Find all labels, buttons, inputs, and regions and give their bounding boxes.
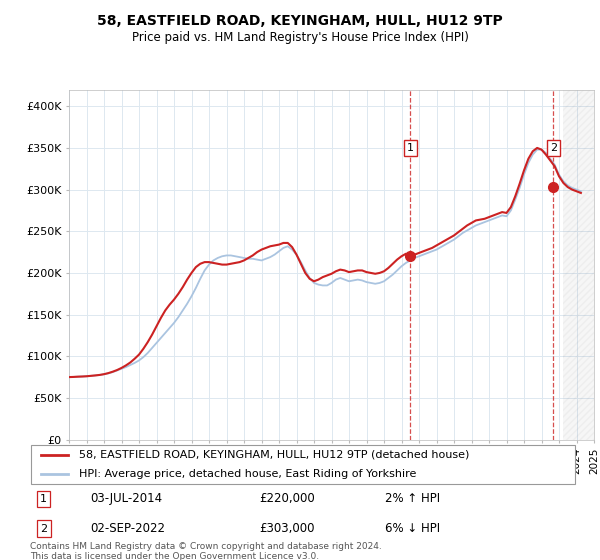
FancyBboxPatch shape [31,445,575,484]
Text: £303,000: £303,000 [259,522,315,535]
Text: 58, EASTFIELD ROAD, KEYINGHAM, HULL, HU12 9TP: 58, EASTFIELD ROAD, KEYINGHAM, HULL, HU1… [97,14,503,28]
Text: 03-JUL-2014: 03-JUL-2014 [90,492,162,506]
Bar [563,90,594,440]
Text: 2% ↑ HPI: 2% ↑ HPI [385,492,440,506]
Text: Contains HM Land Registry data © Crown copyright and database right 2024.
This d: Contains HM Land Registry data © Crown c… [30,542,382,560]
Text: 1: 1 [407,143,414,153]
Text: 1: 1 [40,494,47,504]
Text: 02-SEP-2022: 02-SEP-2022 [90,522,165,535]
Text: 2: 2 [550,143,557,153]
Text: 6% ↓ HPI: 6% ↓ HPI [385,522,440,535]
Text: 2: 2 [40,524,47,534]
Text: £220,000: £220,000 [259,492,315,506]
Text: HPI: Average price, detached house, East Riding of Yorkshire: HPI: Average price, detached house, East… [79,469,416,478]
Text: Price paid vs. HM Land Registry's House Price Index (HPI): Price paid vs. HM Land Registry's House … [131,31,469,44]
Text: 58, EASTFIELD ROAD, KEYINGHAM, HULL, HU12 9TP (detached house): 58, EASTFIELD ROAD, KEYINGHAM, HULL, HU1… [79,450,470,460]
